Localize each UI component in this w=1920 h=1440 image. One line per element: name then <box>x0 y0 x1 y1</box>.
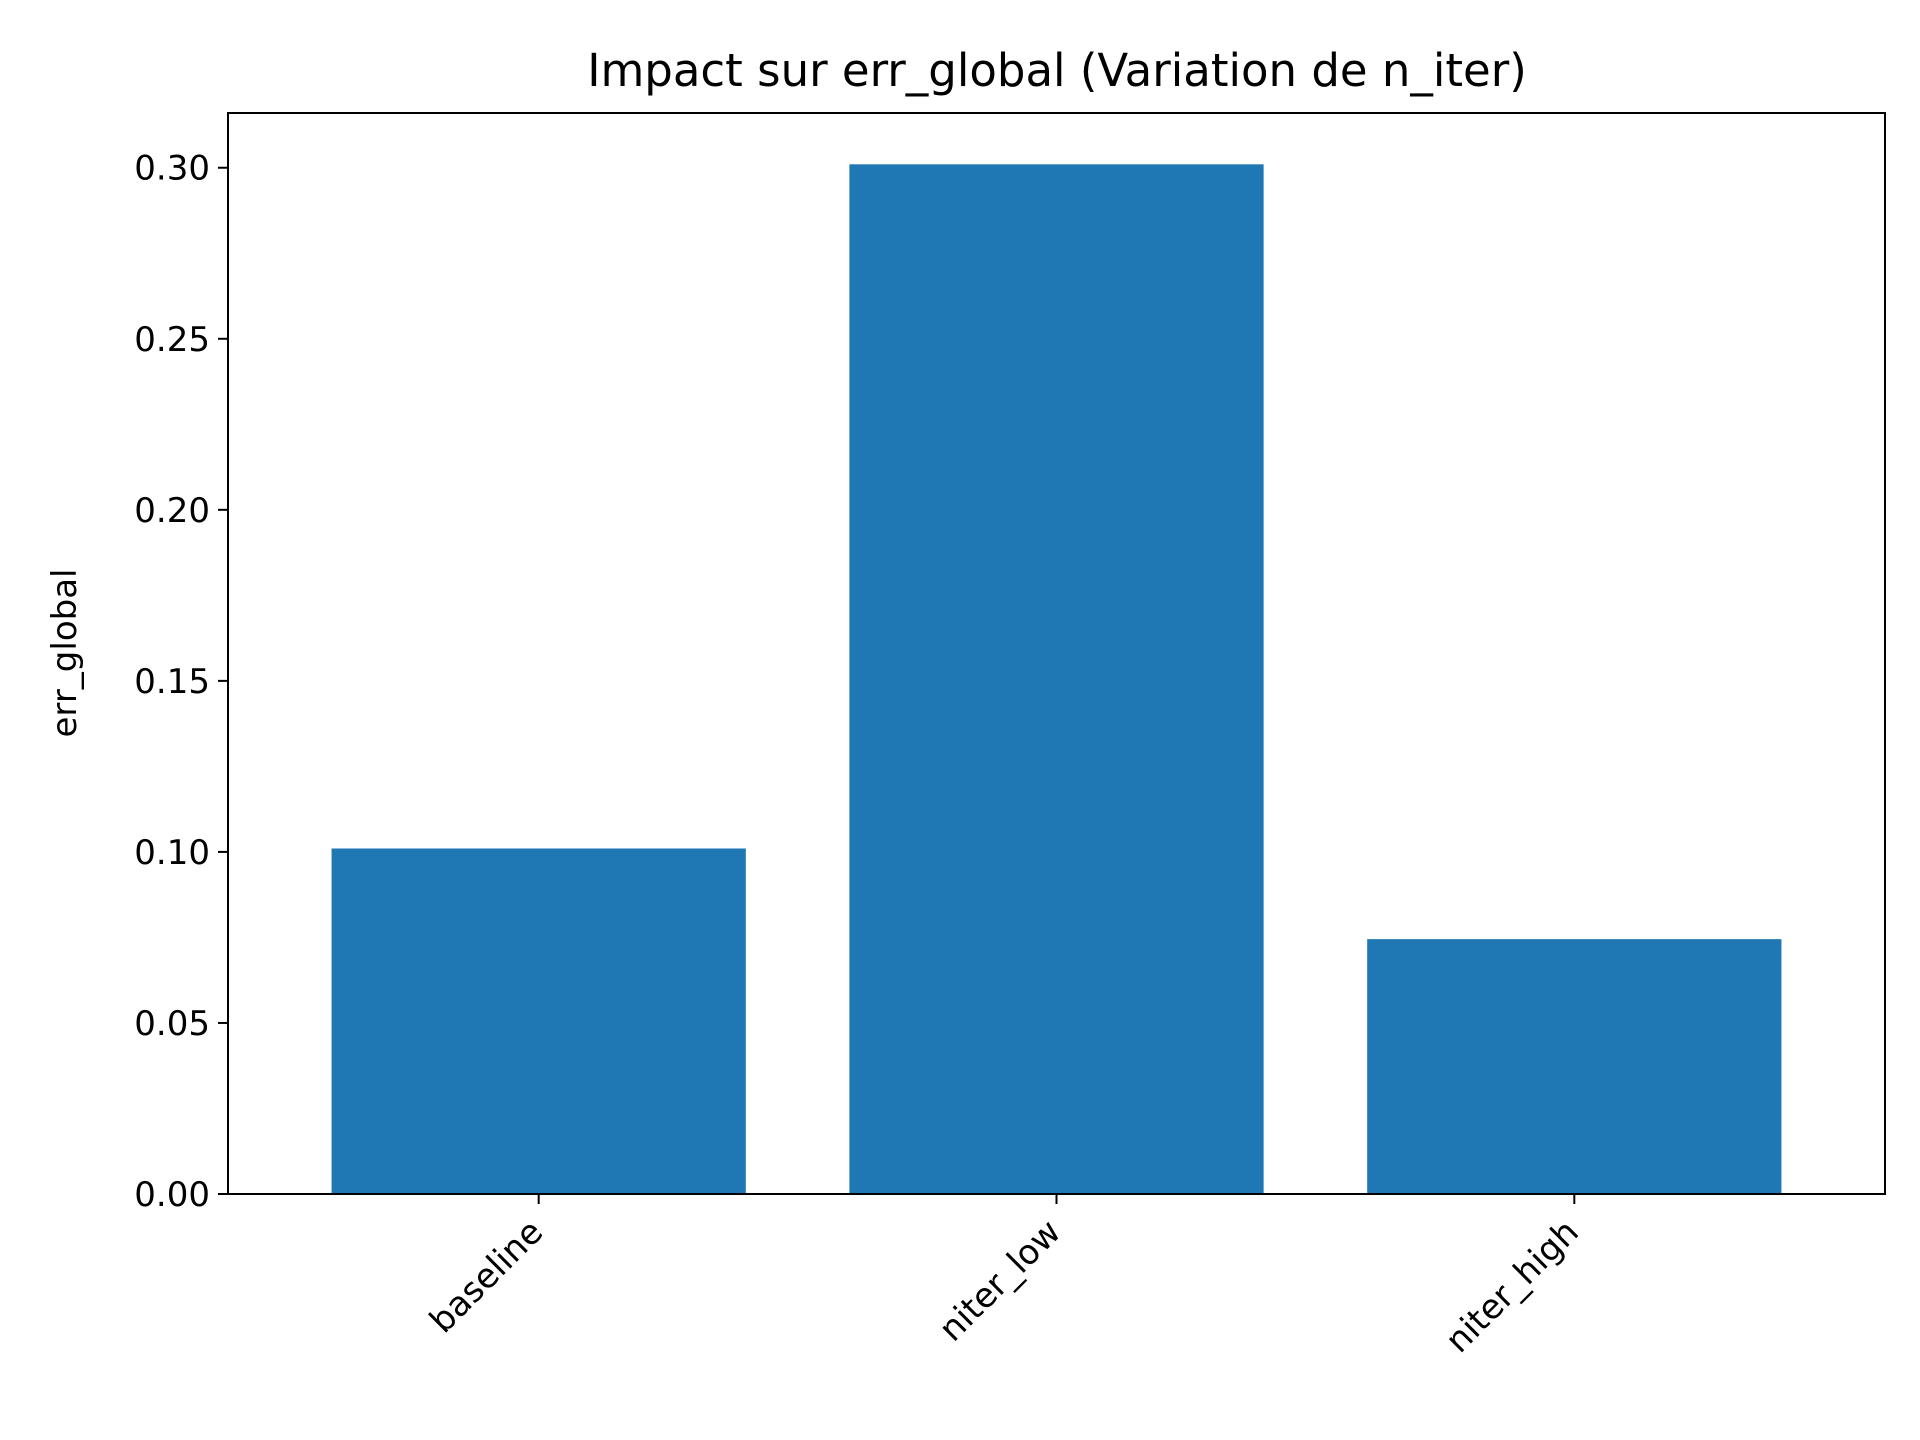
y-tick-label: 0.10 <box>134 833 210 873</box>
y-tick-label: 0.30 <box>134 149 210 189</box>
plot-frame <box>227 112 1886 1195</box>
bar-baseline <box>331 848 746 1194</box>
y-axis-ticks: 0.00 0.05 0.10 0.15 0.20 0.25 0.30 <box>134 149 228 1215</box>
y-tick-label: 0.00 <box>134 1175 210 1215</box>
chart-title: Impact sur err_global (Variation de n_it… <box>587 44 1527 97</box>
bar-niter-high <box>1367 939 1782 1194</box>
bar-niter-low <box>849 164 1264 1195</box>
y-tick-label: 0.25 <box>134 320 210 360</box>
y-tick-label: 0.15 <box>134 662 210 702</box>
y-tick-label: 0.05 <box>134 1004 210 1044</box>
y-axis-label: err_global <box>45 569 85 738</box>
y-tick-label: 0.20 <box>134 491 210 531</box>
bars-layer <box>331 164 1782 1195</box>
